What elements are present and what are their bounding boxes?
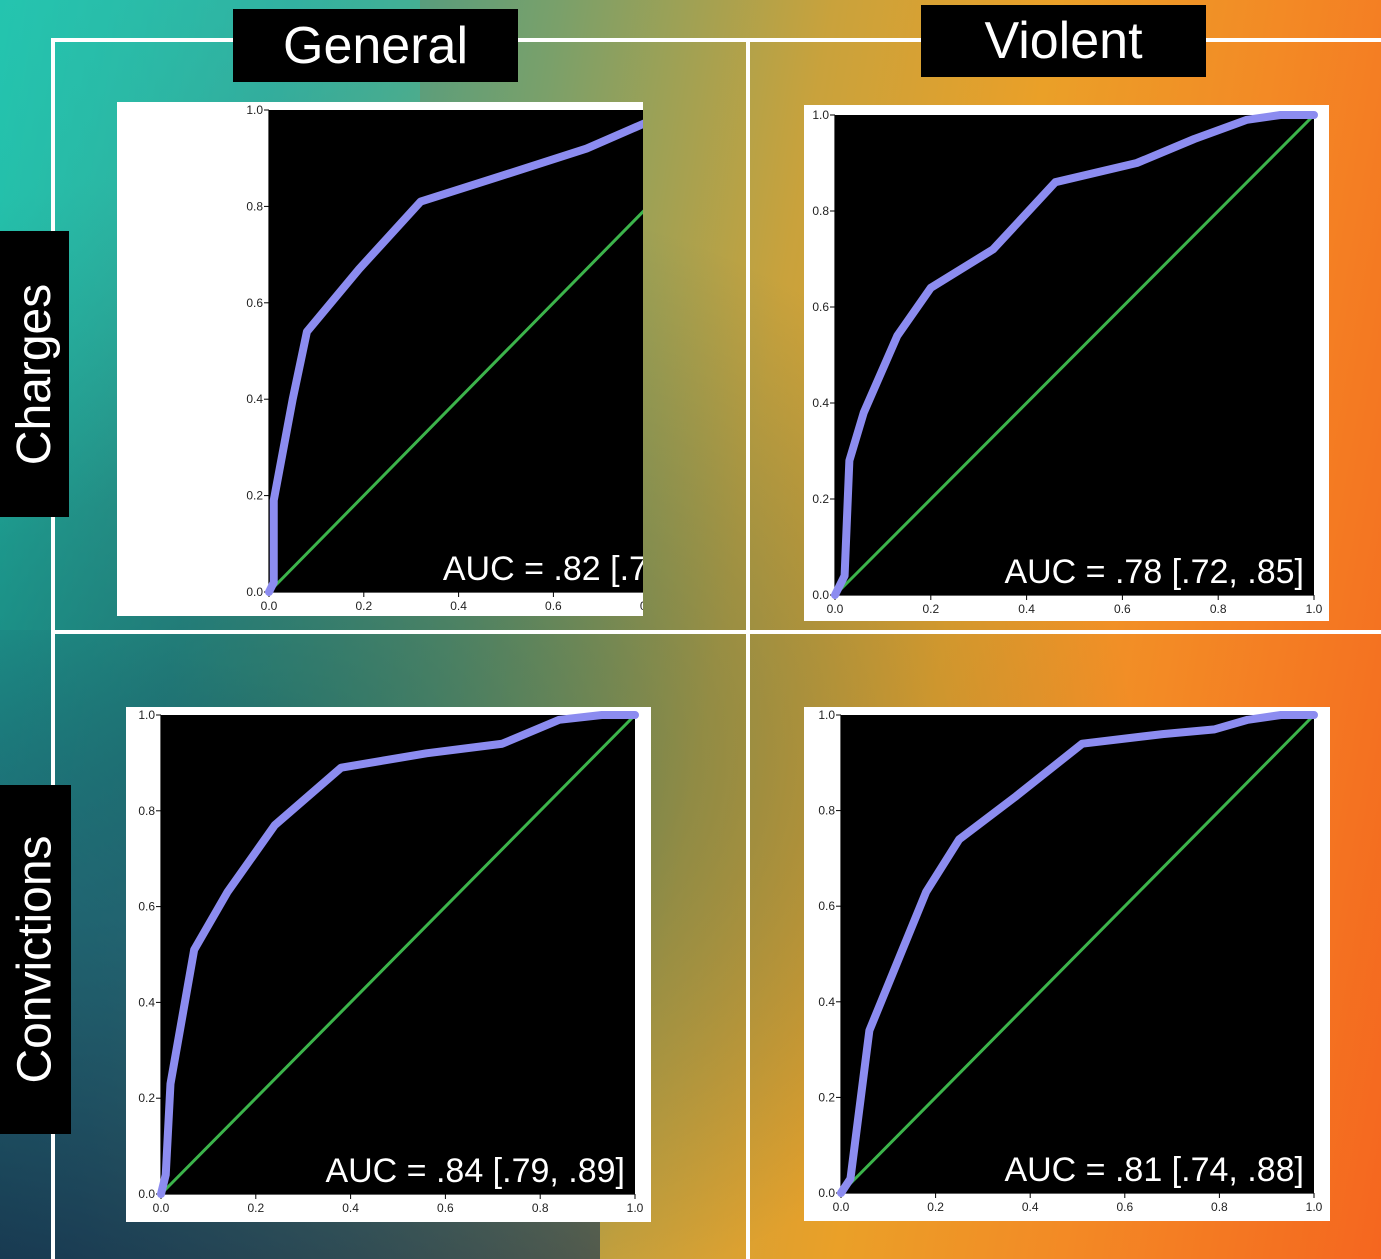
y-tick-label: 0.6	[812, 300, 829, 314]
x-tick-label: 0.0	[153, 1201, 170, 1215]
y-tick-label: 0.8	[812, 204, 829, 218]
y-tick-label: 1.0	[246, 103, 263, 117]
roc-plot-charges-violent: 0.0 0.2 0.4 0.6 0.8 1.0 0.0 0.2 0.4 0.6 0.8 1.0 AUC …	[804, 105, 1329, 621]
plot-area	[269, 110, 643, 592]
row-label-charges: Charges	[0, 231, 69, 517]
y-tick-label: 1.0	[818, 708, 835, 722]
x-tick-label: 0.0	[261, 599, 278, 613]
x-tick-label: 0.8	[640, 599, 643, 613]
y-tick-label: 0.4	[246, 392, 263, 406]
x-tick-label: 0.8	[1210, 602, 1227, 616]
x-tick-label: 0.6	[545, 599, 562, 613]
y-tick-label: 0.0	[818, 1186, 835, 1200]
x-tick-label: 1.0	[1306, 602, 1323, 616]
x-tick-label: 0.4	[450, 599, 467, 613]
x-tick-label: 0.8	[1211, 1200, 1228, 1214]
grid-line-top-right	[1205, 38, 1381, 42]
roc-curve	[837, 711, 1318, 1197]
y-tick-label: 0.8	[246, 199, 263, 213]
grid-line-center-horizontal	[51, 630, 1381, 634]
roc-plot-charges-general: 0.00.20.40.60.81.00.00.20.40.60.81.0AUC …	[117, 102, 643, 616]
row-label-convictions-text: Convictions	[9, 835, 63, 1084]
column-label-general: General	[233, 9, 518, 82]
roc-curve	[157, 711, 639, 1198]
column-label-violent: Violent	[921, 5, 1206, 77]
x-tick-label: 0.2	[355, 599, 372, 613]
x-tick-label: 0.0	[827, 602, 844, 616]
x-tick-label: 0.4	[1022, 1200, 1039, 1214]
y-tick-label: 1.0	[138, 708, 155, 722]
x-tick-label: 1.0	[627, 1201, 644, 1215]
y-tick-label: 1.0	[812, 108, 829, 122]
y-tick-label: 0.6	[138, 900, 155, 914]
y-tick-label: 0.0	[138, 1187, 155, 1201]
auc-annotation: AUC = .81 [.74, .88]	[1004, 1151, 1304, 1189]
y-tick-label: 0.6	[818, 899, 835, 913]
x-tick-label: 0.0	[833, 1200, 850, 1214]
y-tick-label: 0.4	[138, 995, 155, 1009]
roc-plot-convictions-general: 0.0 0.2 0.4 0.6 0.8 1.0 0.0 0.2 0.4 0.6 0.8 1.0 AUC …	[126, 707, 651, 1222]
reference-line	[839, 713, 1316, 1195]
roc-plot-convictions-violent: 0.0 0.2 0.4 0.6 0.8 1.0 0.0 0.2 0.4 0.6 0.8 1.0 AUC …	[804, 707, 1330, 1221]
x-tick-label: 1.0	[1306, 1200, 1323, 1214]
y-tick-label: 0.4	[812, 396, 829, 410]
x-tick-label: 0.6	[1116, 1200, 1133, 1214]
y-tick-label: 0.2	[246, 489, 263, 503]
row-label-charges-text: Charges	[8, 283, 61, 465]
reference-line	[267, 209, 643, 594]
x-tick-label: 0.2	[247, 1201, 264, 1215]
y-tick-label: 0.2	[138, 1091, 155, 1105]
roc-chart-svg: 0.00.20.40.60.81.00.00.20.40.60.81.0AUC …	[246, 103, 643, 613]
auc-annotation: AUC = .84 [.79, .89]	[325, 1152, 625, 1190]
grid-line-top-mid	[518, 38, 923, 42]
auc-annotation: AUC = .78 [.72, .85]	[1004, 553, 1304, 591]
x-tick-label: 0.4	[342, 1201, 359, 1215]
auc-annotation: AUC = .82 [.77,.86]	[443, 550, 643, 588]
reference-line	[159, 713, 637, 1196]
y-tick-label: 0.4	[818, 995, 835, 1009]
y-tick-label: 0.0	[246, 585, 263, 599]
roc-curve	[831, 111, 1318, 599]
x-tick-label: 0.6	[437, 1201, 454, 1215]
y-tick-label: 0.2	[812, 492, 829, 506]
y-tick-label: 0.8	[818, 804, 835, 818]
x-tick-label: 0.4	[1018, 602, 1035, 616]
x-tick-label: 0.2	[922, 602, 939, 616]
x-tick-label: 0.2	[927, 1200, 944, 1214]
reference-line	[833, 113, 1316, 597]
grid-line-top-left	[51, 38, 237, 42]
x-tick-label: 0.6	[1114, 602, 1131, 616]
y-tick-label: 0.0	[812, 588, 829, 602]
roc-curve	[265, 119, 643, 596]
y-tick-label: 0.2	[818, 1090, 835, 1104]
grid-line-center-vertical	[746, 38, 750, 1259]
y-tick-label: 0.8	[138, 804, 155, 818]
y-tick-label: 0.6	[246, 296, 263, 310]
x-tick-label: 0.8	[532, 1201, 549, 1215]
row-label-convictions: Convictions	[0, 785, 71, 1134]
grid-line-left	[51, 38, 55, 1259]
